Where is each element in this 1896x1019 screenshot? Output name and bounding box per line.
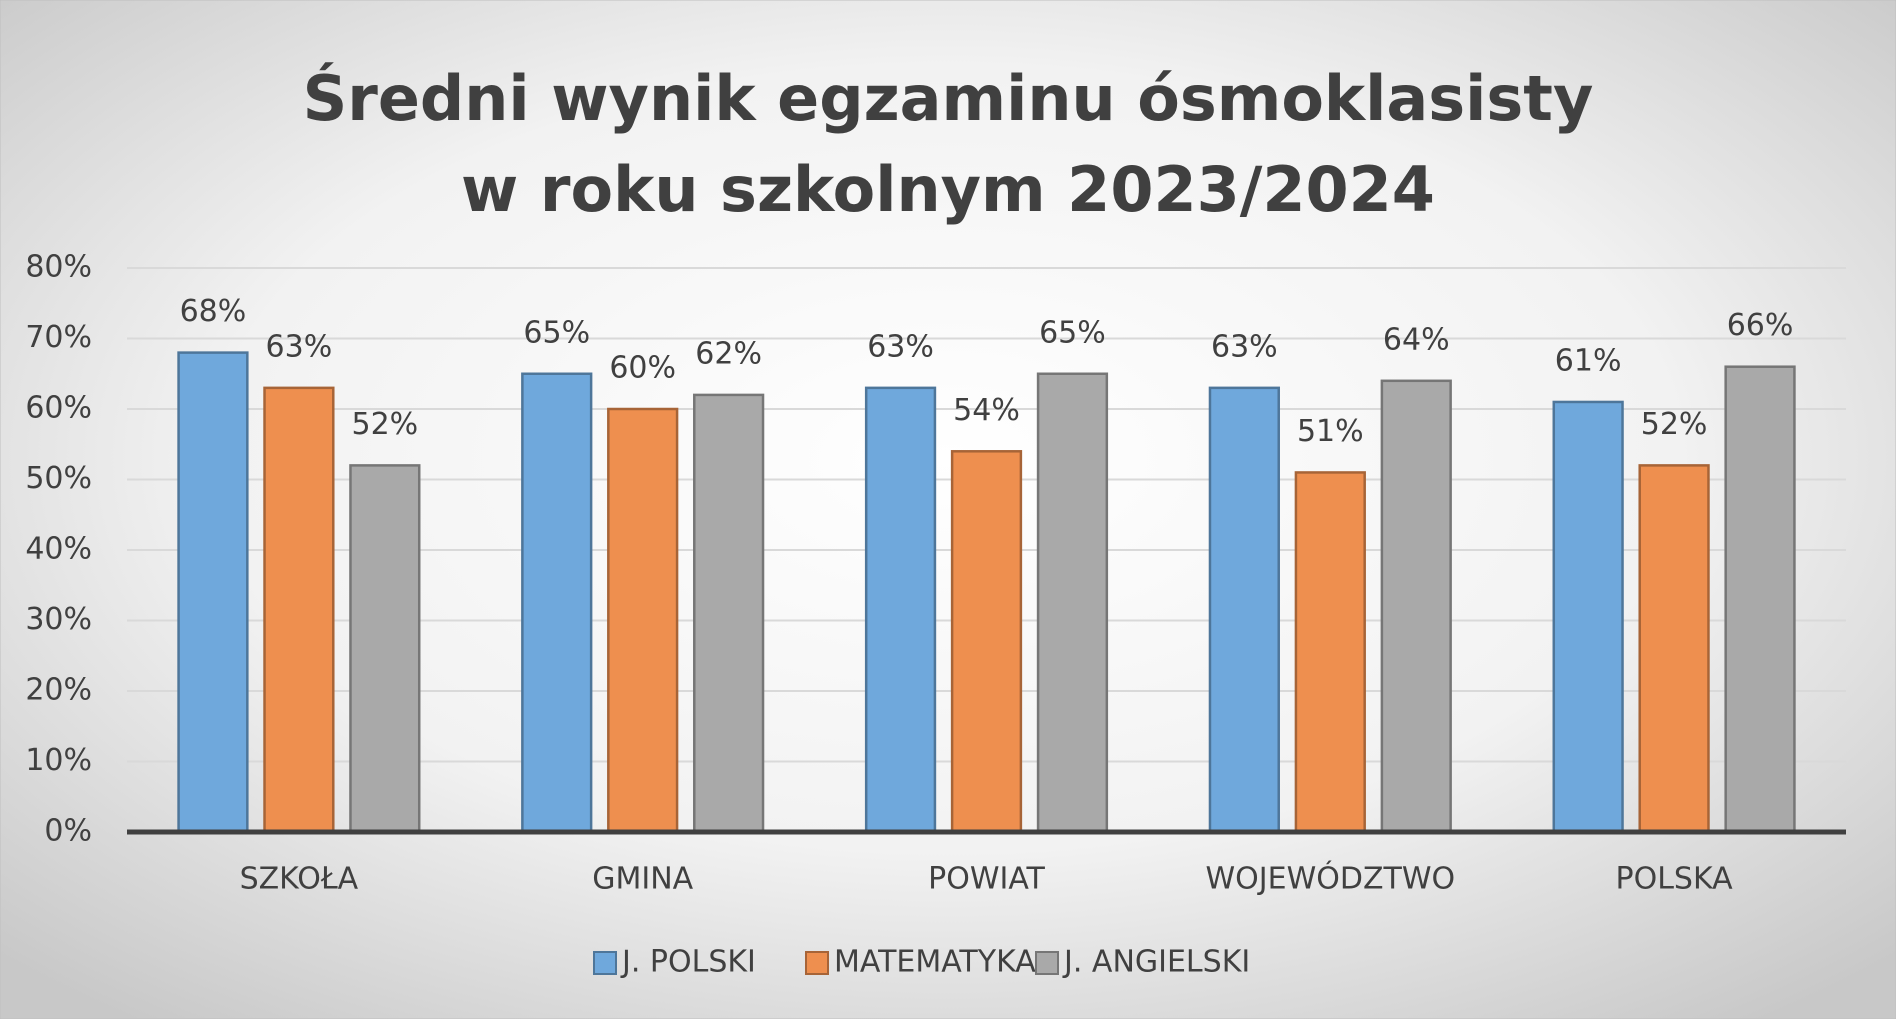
- x-tick-label: POWIAT: [928, 862, 1045, 897]
- x-tick-label: POLSKA: [1616, 862, 1734, 897]
- chart-title: w roku szkolnym 2023/2024: [461, 153, 1435, 226]
- bar: [1552, 400, 1624, 834]
- x-tick-label: SZKOŁA: [240, 862, 359, 897]
- y-tick-label: 20%: [25, 673, 92, 708]
- bar: [349, 464, 421, 834]
- data-label: 65%: [523, 315, 590, 350]
- bar: [1294, 471, 1366, 834]
- data-label: 52%: [352, 407, 419, 442]
- data-label: 60%: [609, 351, 676, 386]
- y-tick-label: 70%: [25, 320, 92, 355]
- y-tick-label: 50%: [25, 461, 92, 496]
- data-label: 63%: [867, 329, 934, 364]
- data-label: 65%: [1039, 315, 1106, 350]
- data-label: 68%: [180, 294, 247, 329]
- data-label: 52%: [1641, 407, 1708, 442]
- data-label: 66%: [1727, 308, 1794, 343]
- bar: [693, 393, 765, 834]
- x-tick-label: GMINA: [592, 862, 693, 897]
- bar: [1036, 372, 1109, 834]
- y-tick-label: 40%: [25, 532, 92, 567]
- bar: [1638, 464, 1710, 834]
- bar: [1380, 379, 1452, 834]
- legend-label: J. POLSKI: [620, 945, 756, 980]
- legend-label: J. ANGIELSKI: [1062, 945, 1250, 980]
- data-label: 51%: [1297, 414, 1364, 449]
- legend-swatch: [1035, 951, 1059, 975]
- bar: [177, 351, 249, 834]
- y-tick-label: 30%: [25, 602, 92, 637]
- data-label: 63%: [266, 329, 333, 364]
- bar: [263, 386, 335, 834]
- bar: [864, 386, 937, 834]
- x-tick-label: WOJEWÓDZTWO: [1205, 860, 1455, 897]
- data-label: 62%: [695, 336, 762, 371]
- data-label: 61%: [1555, 343, 1622, 378]
- chart-title: Średni wynik egzaminu ósmoklasisty: [303, 62, 1594, 135]
- y-tick-label: 80%: [25, 250, 92, 285]
- bar: [1208, 386, 1280, 834]
- y-tick-label: 10%: [25, 743, 92, 778]
- data-label: 64%: [1383, 322, 1450, 357]
- legend-swatch: [593, 951, 617, 975]
- bar: [607, 407, 679, 834]
- data-label: 54%: [953, 393, 1020, 428]
- legend-swatch: [805, 951, 829, 975]
- y-tick-label: 0%: [44, 814, 92, 849]
- bar: [1724, 365, 1796, 834]
- bar: [521, 372, 593, 834]
- legend-label: MATEMATYKA: [834, 945, 1036, 980]
- data-label: 63%: [1211, 329, 1278, 364]
- y-tick-label: 60%: [25, 391, 92, 426]
- bar: [950, 450, 1023, 834]
